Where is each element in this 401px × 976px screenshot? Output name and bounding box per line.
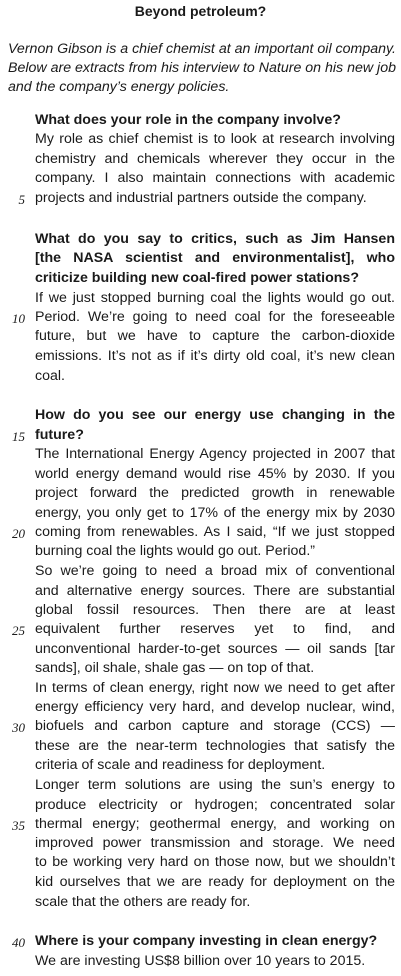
question-line: How do you see our energy use changing i… bbox=[35, 407, 395, 423]
answer-line: unconventional harder-to-get sources — o… bbox=[35, 641, 395, 657]
answer-line: project forward the predicted growth in … bbox=[35, 485, 395, 501]
answer-line: In terms of clean energy, right now we n… bbox=[35, 680, 395, 696]
answer-line: coming from renewables. As I said, “If w… bbox=[35, 524, 395, 540]
question-line: criticize building new coal-fired power … bbox=[35, 270, 359, 286]
line-number: 25 bbox=[12, 623, 25, 638]
line-number: 35 bbox=[12, 818, 25, 833]
answer-line: Longer term solutions are using the sun’… bbox=[35, 777, 395, 793]
answer-line: sands], oil shale, shale gas — on top of… bbox=[35, 660, 315, 676]
line-number: 30 bbox=[12, 720, 25, 735]
answer-line: world energy demand would rise 45% by 20… bbox=[35, 466, 395, 482]
line-number: 15 bbox=[12, 429, 25, 444]
answer-line: Period. We’re going to need coal for the… bbox=[35, 309, 395, 325]
line-number: 20 bbox=[12, 526, 25, 541]
answer-line: emissions. It’s not as if it’s dirty old… bbox=[35, 348, 395, 364]
question-line: What does your role in the company invol… bbox=[35, 112, 341, 128]
line-number: 5 bbox=[18, 192, 26, 207]
answer-line: future, but we have to capture the carbo… bbox=[35, 328, 395, 344]
question-line: [the NASA scientist and environmentalist… bbox=[35, 250, 395, 266]
answer-line: So we’re going to need a broad mix of co… bbox=[35, 563, 395, 579]
answer-line: scale that the others are ready for. bbox=[35, 894, 251, 910]
answer-line: produce electricity or hydrogen; concent… bbox=[35, 797, 395, 813]
answer-line: to be working very hard on those now, bu… bbox=[35, 854, 395, 870]
answer-line: biofuels and carbon capture and storage … bbox=[35, 718, 395, 734]
answer-line: energy, you only get to 17% of the energ… bbox=[35, 505, 395, 521]
answer-line: kid ourselves that we are ready for depl… bbox=[35, 874, 395, 890]
answer-line: The International Energy Agency projecte… bbox=[35, 446, 395, 462]
answer-line: burning coal the lights would go out. Pe… bbox=[35, 543, 315, 559]
answer-line: criteria of scale and readiness for depl… bbox=[35, 757, 326, 773]
intro-paragraph: Vernon Gibson is a chief chemist at an i… bbox=[8, 41, 396, 95]
answer-line: and alternative energy sources. There ar… bbox=[35, 583, 395, 599]
question-line: What do you say to critics, such as Jim … bbox=[35, 231, 395, 247]
article-title: Beyond petroleum? bbox=[134, 3, 267, 19]
answer-line: energy efficiency very hard, and develop… bbox=[35, 699, 395, 715]
answer-line: We are investing US$8 billion over 10 ye… bbox=[35, 953, 366, 969]
answer-line: these are the near-term technologies tha… bbox=[35, 738, 395, 754]
answer-line: If we just stopped burning coal the ligh… bbox=[35, 290, 395, 306]
answer-line: company. I also maintain connections wit… bbox=[35, 170, 395, 186]
answer-line: global fossil resources. Then there are … bbox=[35, 602, 395, 618]
answer-line: projects and industrial partners outside… bbox=[35, 190, 367, 206]
answer-line: chemistry and chemicals wherever they oc… bbox=[35, 151, 395, 167]
answer-line: My role as chief chemist is to look at r… bbox=[35, 131, 395, 147]
answer-line: thermal energy; geothermal energy, and w… bbox=[35, 816, 395, 832]
question-line: Where is your company investing in clean… bbox=[35, 933, 378, 949]
answer-line: improved power transmission and storage.… bbox=[35, 835, 395, 851]
answer-line: coal. bbox=[35, 368, 65, 384]
question-line: future? bbox=[35, 427, 84, 443]
answer-line: equivalent further reserves yet to find,… bbox=[35, 621, 395, 637]
line-number: 10 bbox=[12, 311, 25, 326]
line-number: 40 bbox=[12, 935, 25, 950]
